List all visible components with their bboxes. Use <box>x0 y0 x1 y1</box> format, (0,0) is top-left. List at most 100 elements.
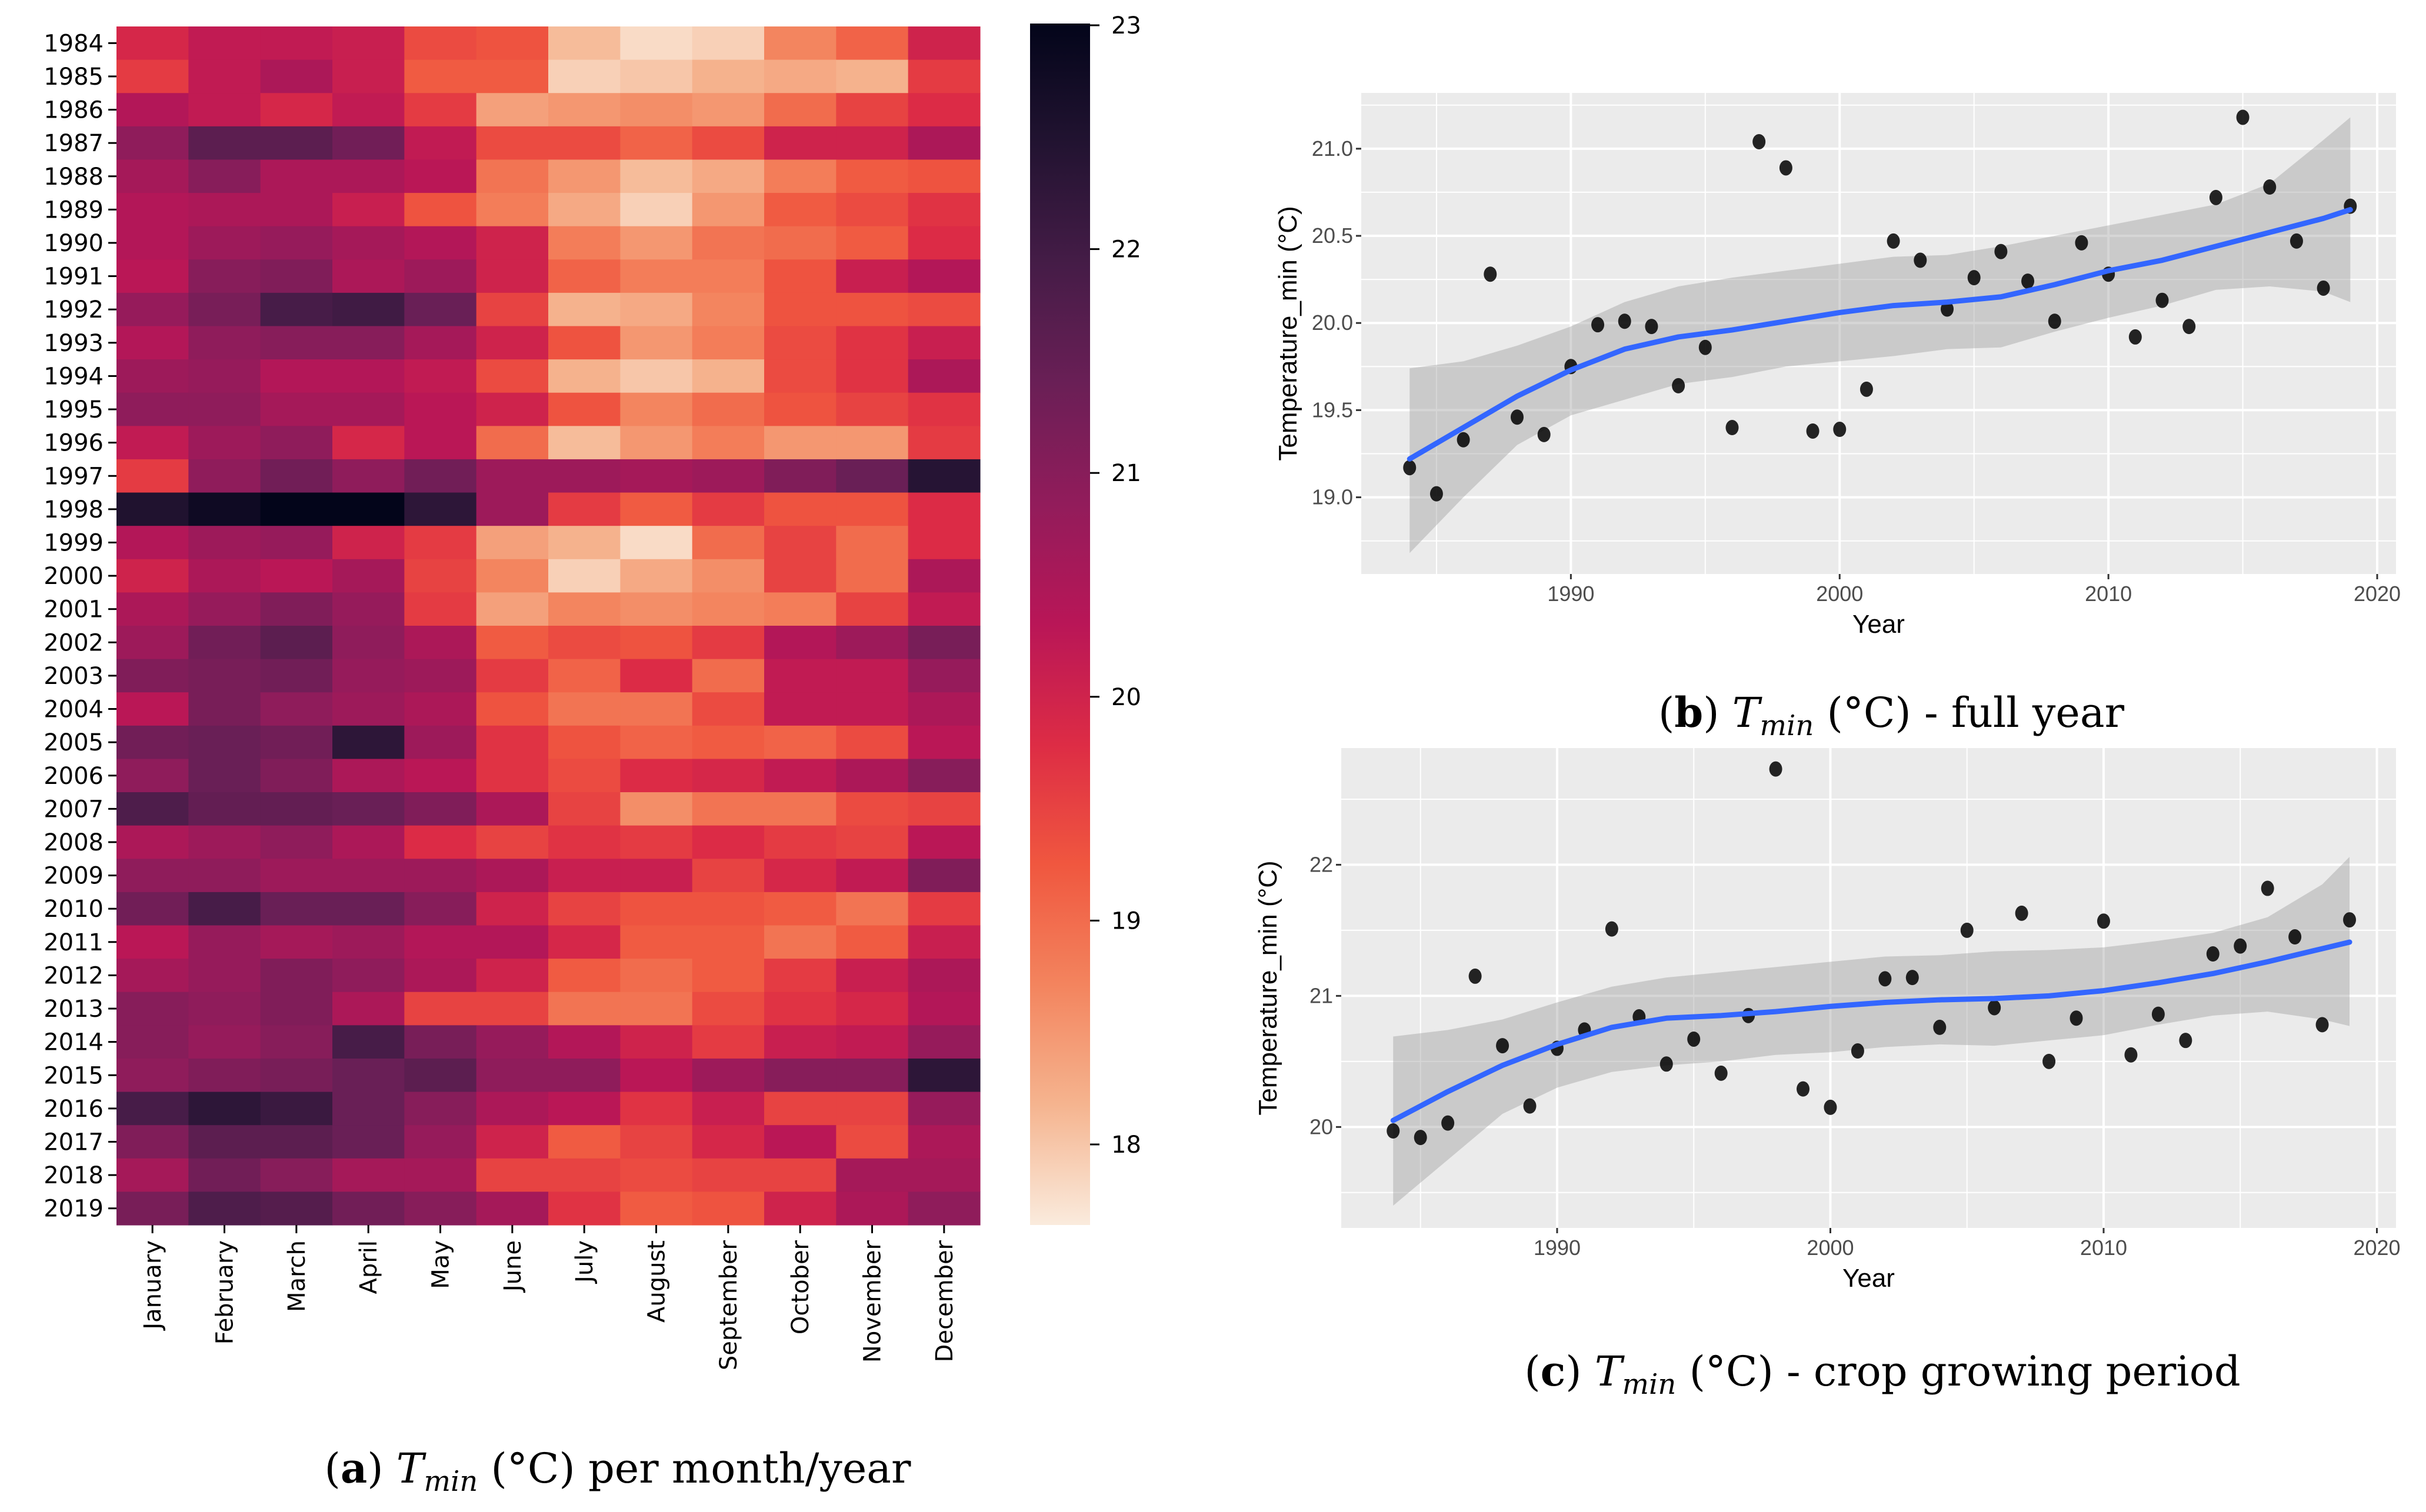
heatmap-cell <box>620 692 693 726</box>
heatmap-cell <box>836 759 909 793</box>
colorbar-tick-label: 21 <box>1111 460 1141 487</box>
heatmap-cell <box>908 859 981 893</box>
smooth-line <box>1390 939 2352 1123</box>
heatmap-cell <box>908 659 981 693</box>
heatmap-cell <box>476 725 549 760</box>
data-point <box>2124 1047 2138 1063</box>
heatmap-cell <box>404 925 477 959</box>
data-point <box>1484 266 1497 282</box>
heatmap-cell <box>404 725 477 760</box>
x-tick-label: 2010 <box>2085 582 2132 606</box>
data-point <box>1687 1031 1701 1047</box>
heatmap-cell <box>476 326 549 360</box>
heatmap-cell <box>188 959 261 993</box>
x-tick-label: September <box>715 1240 742 1370</box>
heatmap-cell <box>332 1025 405 1059</box>
heatmap-cell <box>260 692 333 726</box>
heatmap-cell <box>620 259 693 293</box>
heatmap-cell <box>476 626 549 660</box>
x-tick-label: April <box>355 1240 382 1294</box>
heatmap-cell <box>836 26 909 61</box>
y-tick-label: 1993 <box>44 330 104 357</box>
heatmap-cell <box>764 992 837 1026</box>
heatmap-cell <box>188 1158 261 1192</box>
x-tick-label: 1990 <box>1534 1236 1581 1260</box>
heatmap-cell <box>692 859 765 893</box>
heatmap-cell <box>908 359 981 393</box>
heatmap-cell <box>404 1158 477 1192</box>
data-point <box>1941 301 1954 317</box>
heatmap-cell <box>908 159 981 193</box>
heatmap-cell <box>188 925 261 959</box>
heatmap-cell <box>692 1058 765 1093</box>
heatmap-cell <box>116 59 189 94</box>
heatmap-cell <box>692 259 765 293</box>
heatmap-cell <box>332 659 405 693</box>
heatmap-cell <box>620 959 693 993</box>
heatmap-cell <box>692 426 765 460</box>
heatmap-cell <box>260 725 333 760</box>
y-tick-label: 2015 <box>44 1062 104 1089</box>
caption-subscript: min <box>1622 1368 1677 1401</box>
data-point <box>1769 761 1782 777</box>
heatmap-cell <box>116 626 189 660</box>
heatmap-cell <box>692 1025 765 1059</box>
heatmap-cell <box>908 226 981 260</box>
y-tick-label: 1997 <box>44 463 104 490</box>
heatmap-cell <box>404 659 477 693</box>
heatmap-cell <box>260 559 333 593</box>
heatmap-cell <box>908 459 981 493</box>
heatmap-cell <box>548 159 621 193</box>
heatmap-cell <box>188 659 261 693</box>
data-point <box>1960 922 1974 938</box>
heatmap-cell <box>548 59 621 94</box>
y-tick-label: 2007 <box>44 796 104 823</box>
caption-text: (°C) - full year <box>1827 689 2125 737</box>
heatmap-cell <box>908 725 981 760</box>
y-tick-label: 2000 <box>44 563 104 590</box>
caption-subscript: min <box>1759 709 1814 742</box>
heatmap-cell <box>764 725 837 760</box>
heatmap-cell <box>476 492 549 526</box>
heatmap-cell <box>836 559 909 593</box>
colorbar-tick-label: 22 <box>1111 236 1141 263</box>
heatmap-cell <box>620 1158 693 1192</box>
heatmap-cell <box>548 759 621 793</box>
data-point <box>2261 880 2274 896</box>
heatmap-cell <box>836 226 909 260</box>
heatmap-cell <box>620 392 693 426</box>
heatmap-cell <box>764 526 837 560</box>
heatmap-cell <box>692 959 765 993</box>
heatmap-cell <box>116 526 189 560</box>
heatmap-cell <box>764 792 837 826</box>
heatmap-cell <box>476 126 549 161</box>
heatmap-cell <box>188 626 261 660</box>
x-tick-label: January <box>139 1240 166 1331</box>
colorbar-tick-label: 20 <box>1111 684 1141 711</box>
colorbar-bar <box>1030 24 1090 1225</box>
heatmap-cell <box>692 1125 765 1159</box>
heatmap-cell <box>116 259 189 293</box>
scatter-chart-full-year: 19.0 19.5 20.0 20.5 21.0 1990 2000 2010 2020 Year… <box>1274 93 2401 639</box>
heatmap-cell <box>908 592 981 626</box>
heatmap-cell <box>908 292 981 327</box>
heatmap-cell <box>476 1125 549 1159</box>
heatmap-cell <box>764 1025 837 1059</box>
y-tick-label: 1989 <box>44 196 104 223</box>
heatmap-cell <box>476 959 549 993</box>
heatmap-cell <box>188 93 261 127</box>
heatmap-cell <box>332 26 405 61</box>
y-tick-label: 1994 <box>44 363 104 390</box>
data-point <box>1988 1000 2001 1016</box>
heatmap-cell <box>476 1058 549 1093</box>
heatmap-cell <box>836 959 909 993</box>
heatmap-cell <box>332 126 405 161</box>
caption-subscript: min <box>424 1465 478 1498</box>
scatter-chart-crop-period: 20 21 22 1990 2000 2010 2020 Year Temperature_mi… <box>1254 748 2401 1293</box>
heatmap-cell <box>476 1158 549 1192</box>
data-point <box>1994 243 2008 259</box>
heatmap-cell <box>620 1191 693 1226</box>
heatmap-cell <box>476 1092 549 1126</box>
data-point <box>2263 179 2277 195</box>
heatmap-cell <box>188 359 261 393</box>
